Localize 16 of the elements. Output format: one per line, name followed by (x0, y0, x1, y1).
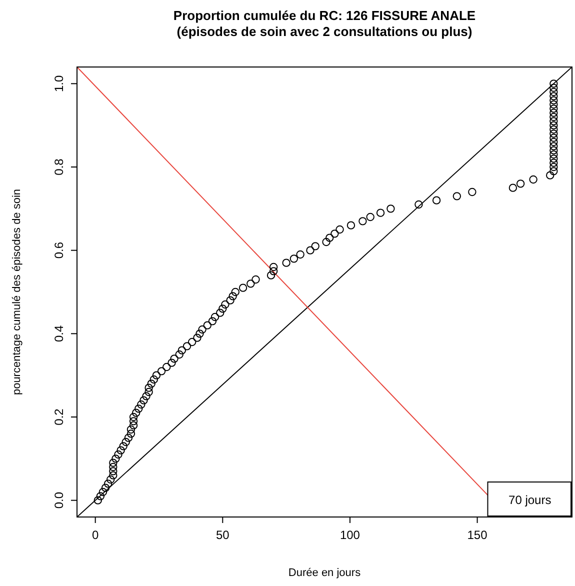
x-tick-label: 150 (467, 528, 488, 542)
y-tick-label: 0.0 (52, 492, 66, 509)
x-tick-label: 50 (216, 528, 230, 542)
y-tick-label: 0.6 (52, 242, 66, 259)
y-tick-label: 0.2 (52, 408, 66, 426)
chart-title: Proportion cumulée du RC: 126 FISSURE ANALE (173, 8, 476, 23)
x-axis-title: Durée en jours (288, 567, 362, 579)
y-tick-label: 0.4 (52, 325, 66, 342)
chart-subtitle: (épisodes de soin avec 2 consultations ou plus) (176, 24, 472, 39)
y-axis-title: pourcentage cumulé des épisodes de soin (11, 188, 23, 396)
annotation: 70 jours (508, 493, 552, 507)
x-tick-label: 0 (92, 528, 99, 542)
y-tick-label: 1.0 (52, 75, 66, 92)
y-tick-label: 0.8 (52, 158, 66, 176)
text-box: 70 jours (487, 482, 572, 516)
x-tick-label: 100 (340, 528, 360, 542)
